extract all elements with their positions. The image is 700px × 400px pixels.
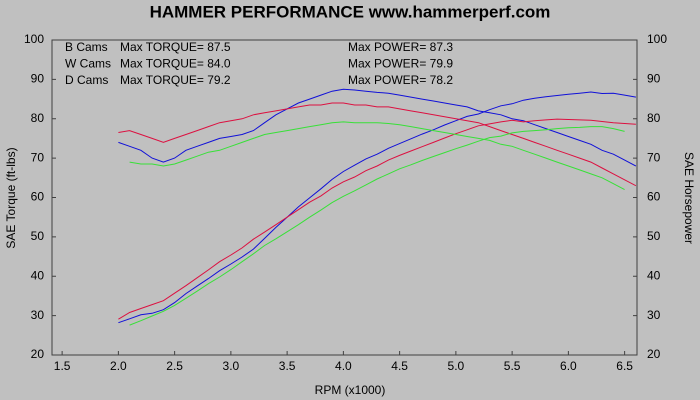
series-line: [118, 91, 636, 324]
y2-tick-label: 100: [647, 32, 667, 46]
max-torque-label: Max TORQUE= 84.0: [120, 57, 231, 71]
plot-area: [51, 39, 638, 356]
y-tick-label: 40: [31, 268, 45, 282]
y-tick-label: 100: [24, 32, 44, 46]
y-tick-label: 20: [31, 347, 45, 361]
y2-tick-label: 90: [647, 72, 661, 86]
y2-tick-label: 30: [647, 308, 661, 322]
series-line: [118, 118, 636, 320]
x-tick-label: 5.5: [504, 359, 521, 373]
max-torque-label: Max TORQUE= 79.2: [120, 73, 231, 87]
y-tick-label: 90: [31, 72, 45, 86]
legend-label: D Cams: [65, 73, 108, 87]
max-power-label: Max POWER= 79.9: [348, 57, 453, 71]
y-tick-label: 60: [31, 190, 45, 204]
series-line: [129, 126, 625, 326]
y2-tick-label: 20: [647, 347, 661, 361]
x-tick-label: 4.5: [391, 359, 408, 373]
y2-tick-label: 60: [647, 190, 661, 204]
chart-title: HAMMER PERFORMANCE www.hammerperf.com: [150, 2, 551, 21]
y-axis-label: SAE Torque (ft-lbs): [4, 147, 18, 248]
x-tick-label: 3.0: [223, 359, 240, 373]
y-tick-label: 70: [31, 150, 45, 164]
x-tick-label: 6.5: [616, 359, 633, 373]
y-tick-label: 50: [31, 229, 45, 243]
x-tick-label: 2.0: [110, 359, 127, 373]
max-power-label: Max POWER= 87.3: [348, 40, 453, 54]
y-tick-label: 80: [31, 111, 45, 125]
max-power-label: Max POWER= 78.2: [348, 73, 453, 87]
y2-tick-label: 50: [647, 229, 661, 243]
legend-label: B Cams: [65, 40, 108, 54]
y2-tick-label: 40: [647, 268, 661, 282]
legend-label: W Cams: [65, 57, 111, 71]
y2-tick-label: 70: [647, 150, 661, 164]
max-torque-label: Max TORQUE= 87.5: [120, 40, 231, 54]
y2-tick-label: 80: [647, 111, 661, 125]
x-tick-label: 5.0: [448, 359, 465, 373]
series-line: [129, 121, 625, 191]
x-axis-label: RPM (x1000): [315, 383, 386, 397]
y2-axis-label: SAE Horsepower: [682, 152, 696, 244]
x-tick-label: 2.5: [166, 359, 183, 373]
y-tick-label: 30: [31, 308, 45, 322]
x-tick-label: 6.0: [560, 359, 577, 373]
x-tick-label: 4.0: [335, 359, 352, 373]
x-tick-label: 3.5: [279, 359, 296, 373]
series-line: [118, 102, 637, 187]
x-tick-label: 1.5: [54, 359, 71, 373]
